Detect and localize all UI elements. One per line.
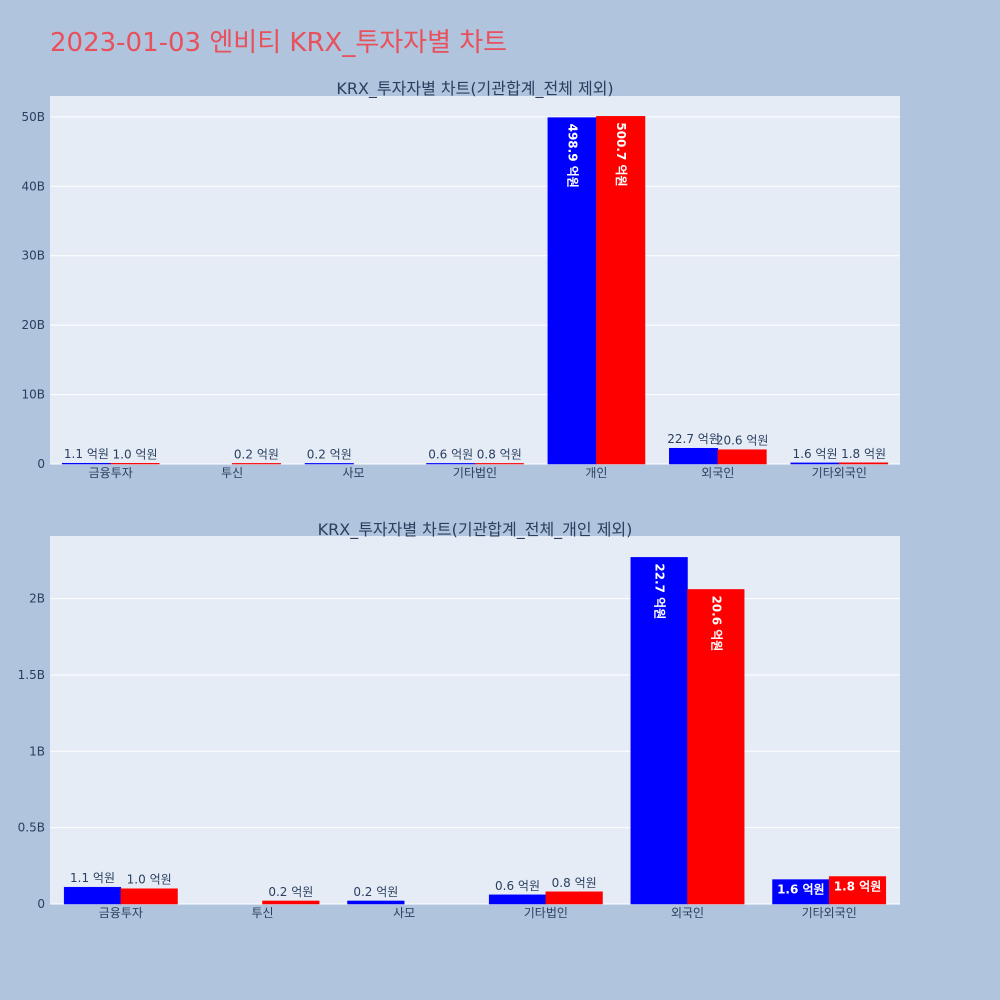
bar: [828, 876, 887, 905]
x-tick-label: 기타외국인: [812, 466, 867, 480]
bar: [488, 894, 547, 905]
data-label: 1.0 억원: [113, 447, 158, 461]
x-tick-label: 외국인: [701, 466, 734, 480]
y-tick-label: 40B: [21, 179, 45, 193]
y-tick-label: 1B: [29, 744, 45, 758]
data-label: 0.8 억원: [477, 447, 522, 461]
data-label: 20.6 억원: [709, 595, 723, 651]
bar: [63, 886, 122, 905]
x-tick-label: 외국인: [671, 906, 704, 920]
y-tick-label: 0: [37, 897, 45, 911]
x-tick-label: 투신: [251, 906, 273, 920]
y-tick-label: 0: [37, 457, 45, 471]
bar: [790, 462, 840, 465]
data-label: 1.6 억원: [793, 447, 838, 461]
data-label: 0.8 억원: [552, 876, 597, 890]
y-tick-label: 20B: [21, 318, 45, 332]
data-label: 0.2 억원: [234, 447, 279, 461]
x-tick-label: 기타법인: [524, 906, 568, 920]
data-label: 0.2 억원: [307, 447, 352, 461]
data-label: 0.6 억원: [495, 879, 540, 893]
bar: [304, 463, 354, 465]
data-label: 1.8 억원: [841, 447, 886, 461]
bar: [347, 900, 405, 905]
data-label: 20.6 억원: [716, 434, 769, 448]
y-tick-label: 10B: [21, 388, 45, 402]
data-label: 22.7 억원: [667, 432, 720, 446]
data-label: 1.6 억원: [777, 883, 825, 897]
x-tick-label: 기타외국인: [802, 906, 857, 920]
plot-area: [50, 536, 900, 904]
y-tick-label: 30B: [21, 249, 45, 263]
data-label: 0.2 억원: [268, 885, 313, 899]
bar: [687, 589, 745, 905]
bar: [474, 463, 524, 465]
bar: [262, 900, 320, 905]
data-label: 0.6 억원: [428, 447, 473, 461]
chart-bottom: 0 0.5B 1B 1.5B 2B KRX_투자자별 차트(기관합계_전체_개인 제외) 금…: [18, 520, 900, 920]
x-tick-label: 투신: [221, 466, 243, 480]
data-label: 1.1 억원: [64, 447, 109, 461]
y-tick-label: 0.5B: [18, 821, 45, 835]
bar: [61, 462, 111, 465]
x-tick-label: 사모: [343, 466, 365, 480]
data-label: 0.2 억원: [353, 885, 398, 899]
bar: [630, 557, 688, 905]
data-label: 498.9 억원: [566, 124, 580, 188]
chart-title: KRX_투자자별 차트(기관합계_전체 제외): [336, 79, 613, 99]
bar: [231, 463, 281, 465]
bar: [596, 116, 646, 465]
bar: [669, 447, 719, 465]
y-tick-label: 2B: [29, 592, 45, 606]
page-title: 2023-01-03 엔비티 KRX_투자자별 차트: [50, 28, 508, 58]
data-label: 1.1 억원: [70, 871, 115, 885]
data-label: 500.7 억원: [614, 122, 628, 186]
bar: [545, 891, 603, 905]
y-tick-label: 1.5B: [18, 668, 45, 682]
chart-title: KRX_투자자별 차트(기관합계_전체_개인 제외): [318, 520, 633, 540]
data-label: 1.0 억원: [127, 873, 172, 887]
x-tick-label: 금융투자: [99, 906, 143, 920]
bar: [717, 449, 767, 465]
x-tick-label: 기타법인: [453, 466, 497, 480]
x-tick-label: 사모: [393, 906, 415, 920]
y-tick-label: 50B: [21, 110, 45, 124]
bar: [426, 463, 476, 465]
bar: [110, 463, 160, 465]
plot-area: [50, 96, 900, 464]
data-label: 1.8 억원: [834, 880, 882, 894]
bar: [839, 462, 889, 465]
chart-top: 0 10B 20B 30B 40B 50B KRX_투자자별 차트(기관합계_전체 제외) 금…: [21, 79, 900, 480]
x-tick-label: 개인: [585, 466, 607, 480]
x-tick-label: 금융투자: [89, 466, 133, 480]
bar: [120, 888, 178, 905]
data-label: 22.7 억원: [653, 563, 667, 619]
